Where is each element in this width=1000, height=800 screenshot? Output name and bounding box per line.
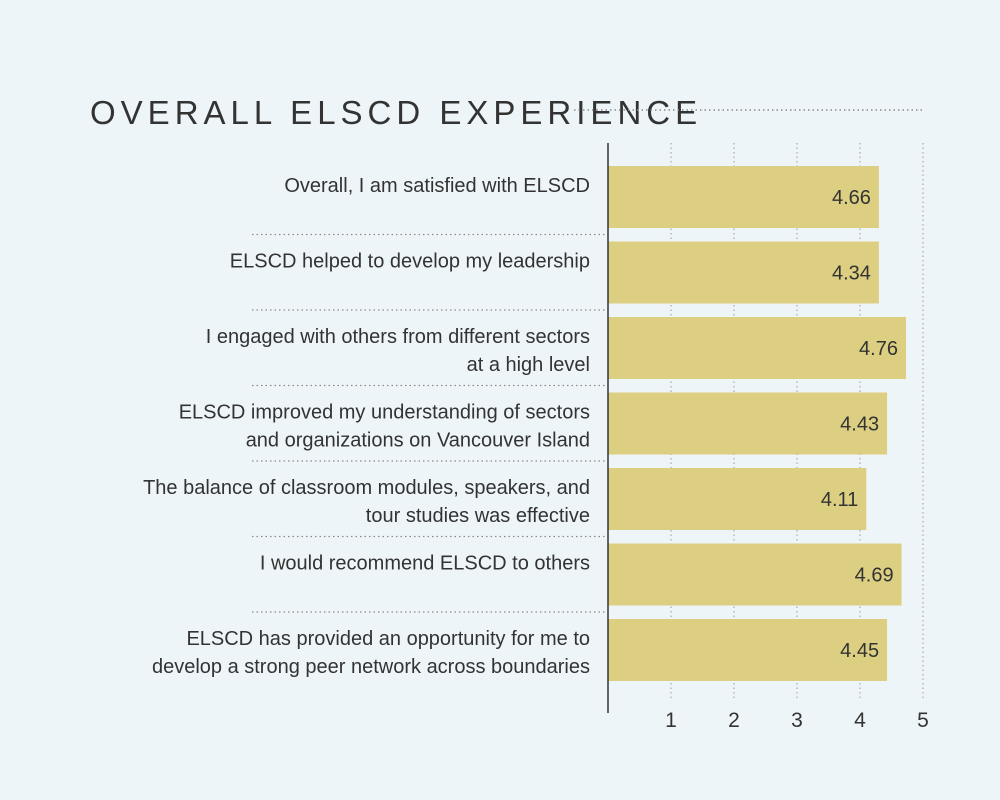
category-label-1: Overall, I am satisfied with ELSCD <box>284 175 590 197</box>
bar-2 <box>608 241 879 304</box>
category-label-3: I engaged with others from different sec… <box>206 326 590 376</box>
x-tick-2: 2 <box>728 709 740 732</box>
x-tick-3: 3 <box>791 709 803 732</box>
x-tick-1: 1 <box>665 709 677 732</box>
bar-1 <box>608 166 879 228</box>
category-labels: Overall, I am satisfied with ELSCD ELSCD … <box>143 175 590 678</box>
category-label-5: The balance of classroom modules, speake… <box>143 477 590 527</box>
bar-6 <box>608 543 902 606</box>
x-tick-5: 5 <box>917 709 929 732</box>
x-tick-4: 4 <box>854 709 866 732</box>
chart-title: OVERALL ELSCD EXPERIENCE <box>90 94 702 131</box>
bars <box>608 166 906 681</box>
bar-5 <box>608 468 867 530</box>
value-label-3: 4.76 <box>859 338 898 360</box>
grid-lines <box>670 143 924 700</box>
value-label-1: 4.66 <box>832 187 871 209</box>
x-axis-ticks: 1 2 3 4 5 <box>665 709 929 732</box>
value-label-4: 4.43 <box>840 414 879 436</box>
category-label-2: ELSCD helped to develop my leadership <box>230 251 590 273</box>
bar-7 <box>608 619 888 681</box>
row-separators <box>252 233 606 613</box>
value-label-7: 4.45 <box>840 640 879 662</box>
category-label-6: I would recommend ELSCD to others <box>260 553 590 575</box>
category-label-7: ELSCD has provided an opportunity for me… <box>152 628 590 678</box>
bar-4 <box>608 392 888 455</box>
bar-3 <box>608 317 906 379</box>
value-labels: 4.66 4.34 4.76 4.43 4.11 4.69 4.45 <box>821 187 898 662</box>
value-label-5: 4.11 <box>821 489 858 511</box>
category-label-4: ELSCD improved my understanding of secto… <box>179 402 590 452</box>
value-label-2: 4.34 <box>832 263 871 285</box>
value-label-6: 4.69 <box>855 565 894 587</box>
